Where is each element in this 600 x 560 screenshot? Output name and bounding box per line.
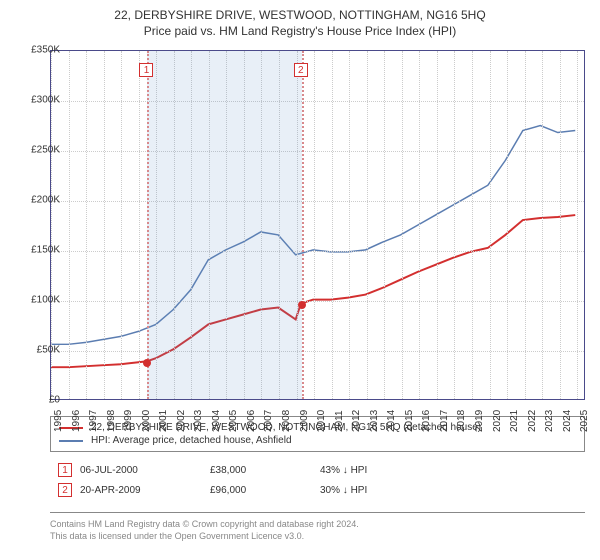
event-line	[147, 51, 149, 399]
event-price-1: £38,000	[210, 465, 320, 476]
x-axis-label: 2003	[193, 410, 204, 432]
event-marker-box: 1	[139, 63, 153, 77]
x-axis-label: 1998	[106, 410, 117, 432]
event-date-2: 20-APR-2009	[80, 485, 210, 496]
event-dot	[298, 301, 306, 309]
gridline-v	[349, 51, 350, 399]
x-axis-label: 1996	[71, 410, 82, 432]
event-dot	[143, 359, 151, 367]
chart-svg	[51, 51, 584, 399]
event-price-2: £96,000	[210, 485, 320, 496]
highlight-band	[147, 51, 301, 399]
gridline-v	[454, 51, 455, 399]
gridline-v	[402, 51, 403, 399]
gridline-v	[69, 51, 70, 399]
legend-row-hpi: HPI: Average price, detached house, Ashf…	[59, 434, 576, 447]
y-axis-label: £100K	[31, 295, 60, 306]
gridline-h	[51, 151, 584, 152]
gridline-v	[104, 51, 105, 399]
chart-subtitle: Price paid vs. HM Land Registry's House …	[0, 24, 600, 38]
x-axis-label: 1999	[123, 410, 134, 432]
gridline-v	[507, 51, 508, 399]
gridline-v	[419, 51, 420, 399]
y-axis-label: £200K	[31, 195, 60, 206]
x-axis-label: 2022	[527, 410, 538, 432]
x-axis-label: 2005	[228, 410, 239, 432]
event-table: 1 06-JUL-2000 £38,000 43% ↓ HPI 2 20-APR…	[50, 460, 585, 500]
legend-label-hpi: HPI: Average price, detached house, Ashf…	[91, 435, 292, 446]
gridline-h	[51, 351, 584, 352]
x-axis-label: 2015	[404, 410, 415, 432]
event-box-1: 1	[58, 463, 72, 477]
chart-title: 22, DERBYSHIRE DRIVE, WESTWOOD, NOTTINGH…	[0, 8, 600, 22]
x-axis-label: 1997	[88, 410, 99, 432]
gridline-v	[121, 51, 122, 399]
gridline-v	[560, 51, 561, 399]
y-axis-label: £0	[49, 395, 60, 406]
event-row-2: 2 20-APR-2009 £96,000 30% ↓ HPI	[50, 480, 585, 500]
event-diff-2: 30% ↓ HPI	[320, 485, 440, 496]
x-axis-label: 2002	[176, 410, 187, 432]
gridline-v	[86, 51, 87, 399]
gridline-v	[437, 51, 438, 399]
gridline-v	[314, 51, 315, 399]
x-axis-label: 2016	[421, 410, 432, 432]
y-axis-label: £350K	[31, 45, 60, 56]
y-axis-label: £300K	[31, 95, 60, 106]
event-diff-1: 43% ↓ HPI	[320, 465, 440, 476]
x-axis-label: 2023	[544, 410, 555, 432]
footer: Contains HM Land Registry data © Crown c…	[50, 512, 585, 542]
x-axis-label: 2012	[351, 410, 362, 432]
y-axis-label: £50K	[37, 345, 60, 356]
event-box-2: 2	[58, 483, 72, 497]
footer-line-1: Contains HM Land Registry data © Crown c…	[50, 519, 585, 531]
x-axis-label: 1995	[53, 410, 64, 432]
gridline-h	[51, 101, 584, 102]
x-axis-label: 2014	[386, 410, 397, 432]
event-date-1: 06-JUL-2000	[80, 465, 210, 476]
y-axis-label: £150K	[31, 245, 60, 256]
gridline-v	[525, 51, 526, 399]
gridline-v	[332, 51, 333, 399]
x-axis-label: 2018	[456, 410, 467, 432]
x-axis-label: 2001	[158, 410, 169, 432]
x-axis-label: 2010	[316, 410, 327, 432]
gridline-v	[577, 51, 578, 399]
legend-swatch-hpi	[59, 440, 83, 442]
x-axis-label: 2007	[263, 410, 274, 432]
event-line	[302, 51, 304, 399]
x-axis-label: 2013	[369, 410, 380, 432]
x-axis-label: 2004	[211, 410, 222, 432]
gridline-v	[384, 51, 385, 399]
title-block: 22, DERBYSHIRE DRIVE, WESTWOOD, NOTTINGH…	[0, 0, 600, 42]
event-row-1: 1 06-JUL-2000 £38,000 43% ↓ HPI	[50, 460, 585, 480]
gridline-v	[472, 51, 473, 399]
x-axis-label: 2017	[439, 410, 450, 432]
gridline-v	[139, 51, 140, 399]
event-marker-box: 2	[294, 63, 308, 77]
gridline-h	[51, 201, 584, 202]
gridline-h	[51, 301, 584, 302]
x-axis-label: 2009	[299, 410, 310, 432]
x-axis-label: 2000	[141, 410, 152, 432]
gridline-v	[367, 51, 368, 399]
x-axis-label: 2024	[562, 410, 573, 432]
x-axis-label: 2006	[246, 410, 257, 432]
x-axis-label: 2019	[474, 410, 485, 432]
chart-container: 22, DERBYSHIRE DRIVE, WESTWOOD, NOTTINGH…	[0, 0, 600, 560]
gridline-v	[542, 51, 543, 399]
gridline-h	[51, 251, 584, 252]
footer-line-2: This data is licensed under the Open Gov…	[50, 531, 585, 543]
x-axis-label: 2020	[492, 410, 503, 432]
x-axis-label: 2025	[579, 410, 590, 432]
x-axis-label: 2021	[509, 410, 520, 432]
x-axis-label: 2011	[334, 410, 345, 432]
plot-area: 12	[50, 50, 585, 400]
y-axis-label: £250K	[31, 145, 60, 156]
gridline-v	[490, 51, 491, 399]
x-axis-label: 2008	[281, 410, 292, 432]
